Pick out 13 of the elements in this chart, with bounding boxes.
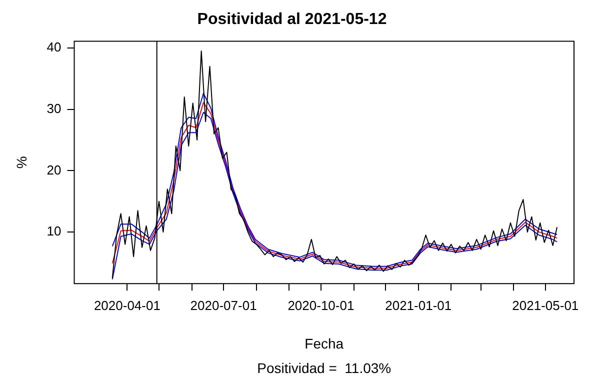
y-tick-label: 20 [46,162,62,178]
x-tick-label: 2020-04-01 [94,298,160,313]
x-tick-label: 2020-07-01 [190,298,257,313]
y-tick-label: 30 [46,100,62,116]
y-tick-label: 10 [46,224,62,239]
x-tick-label: 2021-01-01 [385,298,452,313]
chart-title: Positividad al 2021-05-12 [197,11,387,28]
text: Positividad = 11.03% [257,360,392,376]
y-axis-title: % [13,156,30,169]
y-tick-label: 40 [46,40,62,55]
x-axis-title: Fecha [304,335,344,352]
x-tick-label: 2020-10-01 [288,298,354,313]
x-tick-label: 2021-05-01 [512,298,579,313]
